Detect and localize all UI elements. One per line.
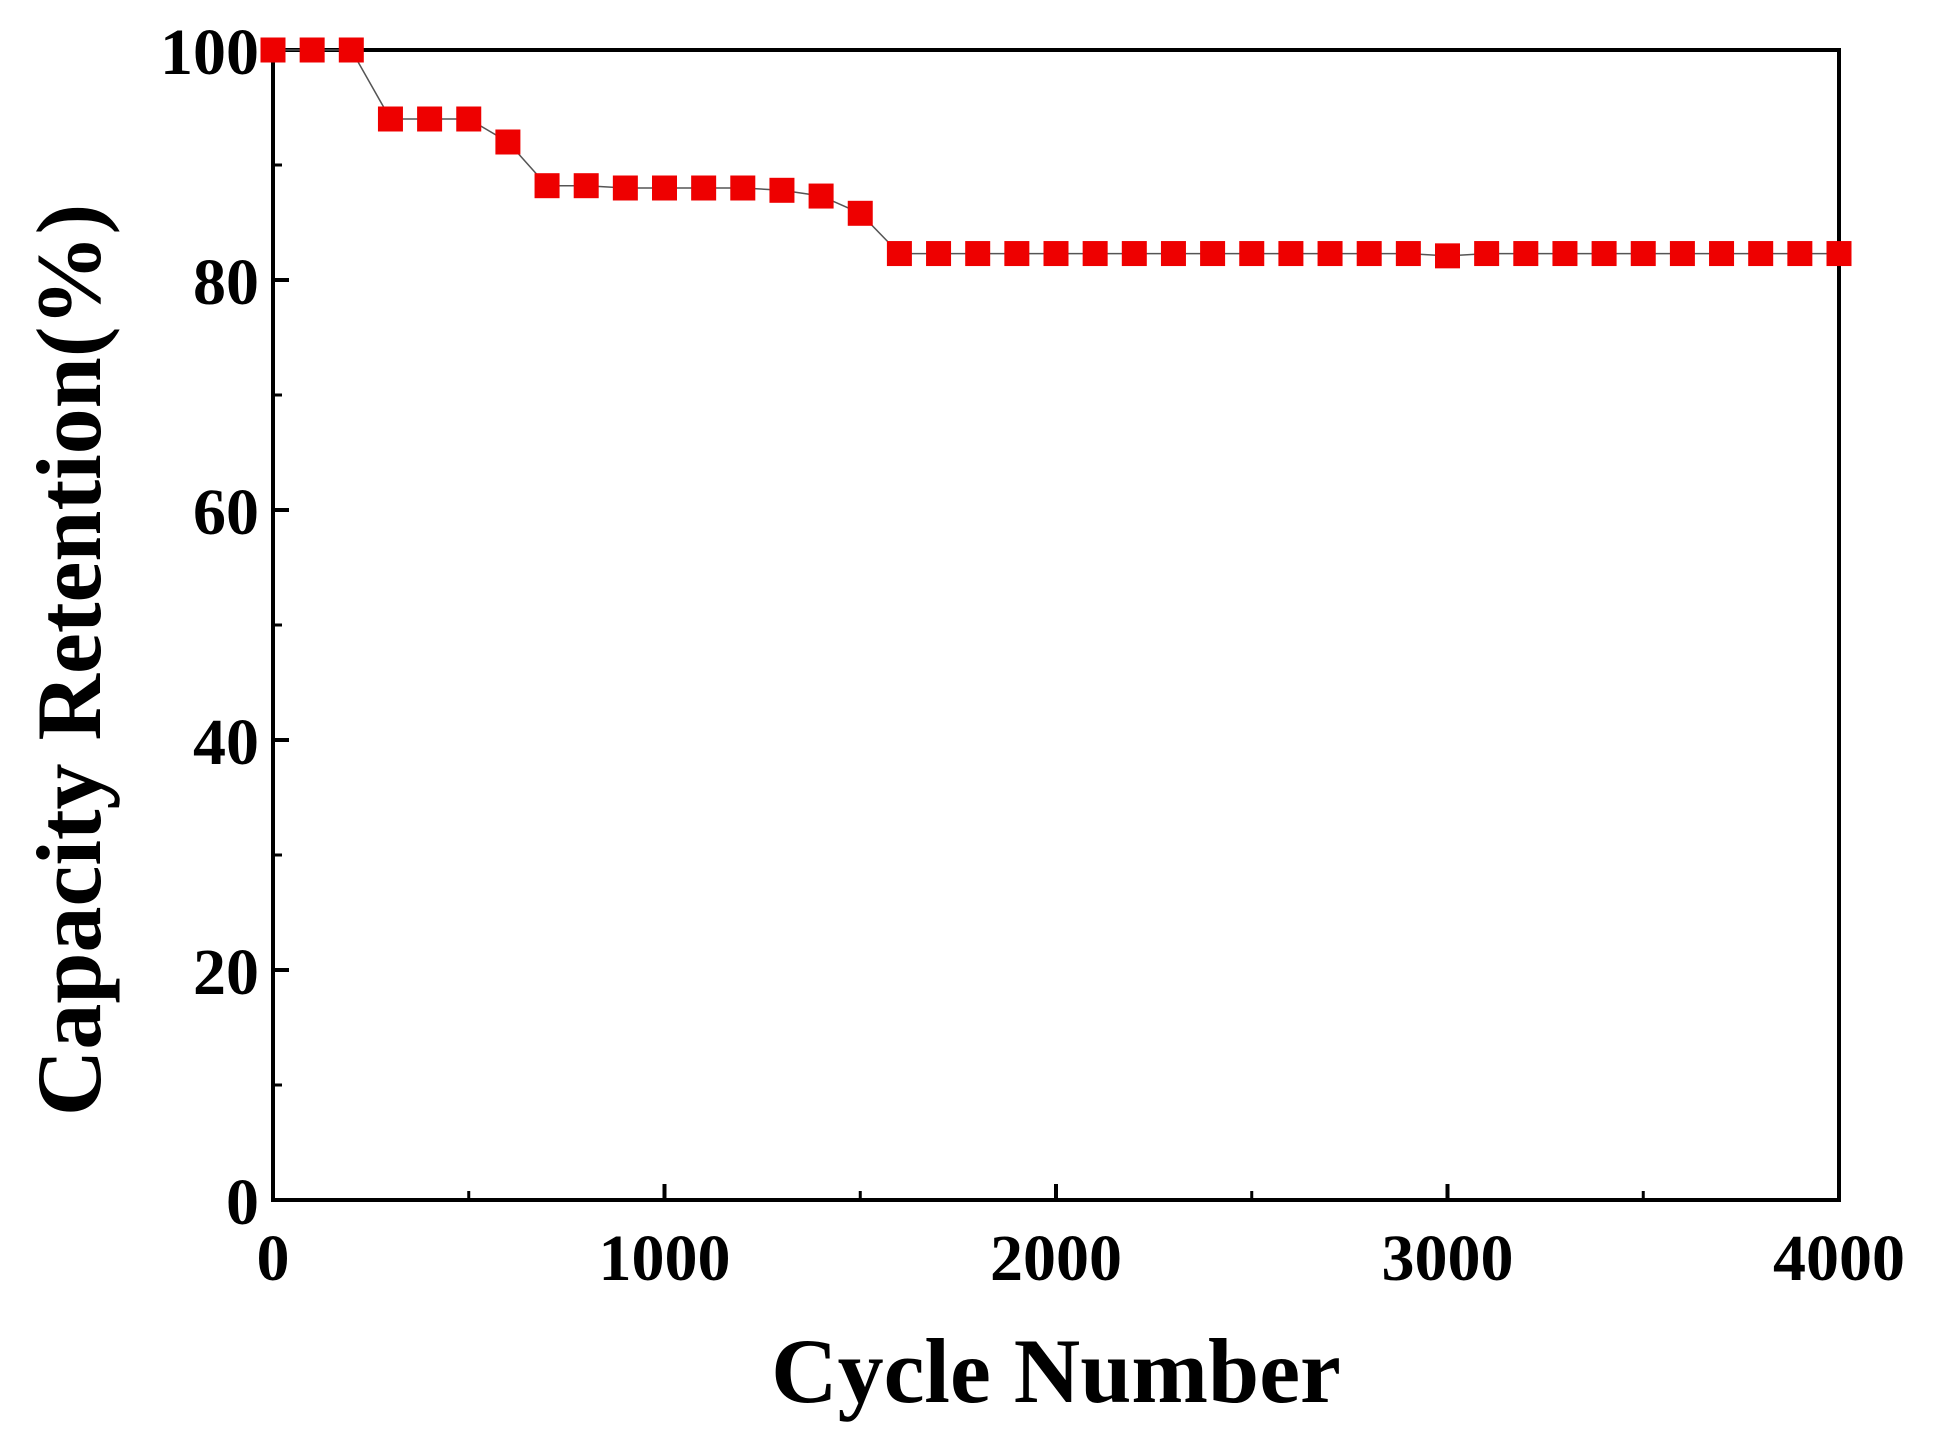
x-tick-label: 3000 [1382, 1222, 1514, 1295]
data-point [1748, 241, 1774, 267]
data-point [260, 37, 286, 63]
y-tick-label: 20 [193, 936, 259, 1009]
data-point [1630, 241, 1656, 267]
data-point [299, 37, 325, 63]
data-point [769, 177, 795, 203]
x-axis-ticks: 0 1000 2000 3000 4000 [257, 1184, 1905, 1295]
data-point [495, 129, 521, 155]
data-point [338, 37, 364, 63]
data-point [965, 241, 991, 267]
data-point [534, 173, 560, 199]
data-point [691, 175, 717, 201]
y-tick-label: 0 [226, 1166, 259, 1239]
y-tick-label: 80 [193, 246, 259, 319]
data-point [730, 175, 756, 201]
y-tick-label: 100 [160, 16, 259, 89]
data-point [886, 241, 912, 267]
data-point [808, 183, 834, 209]
data-point [417, 106, 443, 132]
data-point [847, 200, 873, 226]
data-point [1356, 241, 1382, 267]
data-point [1513, 241, 1539, 267]
data-point [1552, 241, 1578, 267]
data-point [1160, 241, 1186, 267]
data-point [1591, 241, 1617, 267]
data-point [1004, 241, 1030, 267]
x-tick-label: 4000 [1773, 1222, 1905, 1295]
data-point [1082, 241, 1108, 267]
data-point [1043, 241, 1069, 267]
series-points [260, 37, 1852, 269]
y-axis-ticks: 0 20 40 60 80 100 [160, 16, 289, 1239]
y-tick-label: 40 [193, 706, 259, 779]
data-point [1239, 241, 1265, 267]
data-point [456, 106, 482, 132]
data-point [1474, 241, 1500, 267]
data-point [1787, 241, 1813, 267]
data-point [1709, 241, 1735, 267]
data-point [1435, 243, 1460, 269]
x-tick-label: 2000 [990, 1222, 1122, 1295]
data-point [1200, 241, 1226, 267]
data-point [612, 175, 638, 201]
data-point [1395, 241, 1421, 267]
x-axis-title: Cycle Number [771, 1320, 1341, 1422]
y-tick-label: 60 [193, 476, 259, 549]
data-point [377, 106, 403, 132]
data-point [652, 175, 677, 201]
data-point [1669, 241, 1695, 267]
data-point [573, 173, 599, 199]
data-point [1121, 241, 1147, 267]
x-tick-label: 1000 [599, 1222, 731, 1295]
data-point [926, 241, 952, 267]
data-point [1278, 241, 1304, 267]
plot-frame [271, 48, 1841, 1202]
data-point [1317, 241, 1343, 267]
x-tick-label: 0 [257, 1222, 290, 1295]
y-axis-title: Capacity Retention(%) [18, 204, 120, 1116]
data-point [1826, 241, 1852, 267]
plot-border [271, 48, 1841, 1202]
